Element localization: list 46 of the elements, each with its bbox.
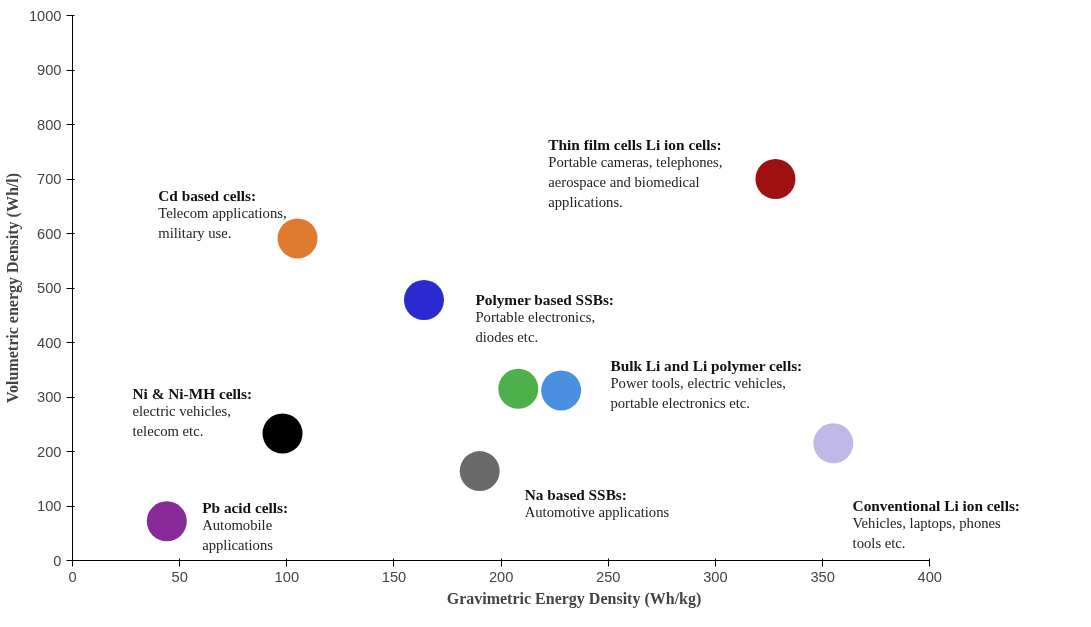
y-axis-title: Volumetric energy Density (Wh/l): [3, 172, 22, 404]
point: [262, 413, 303, 454]
point: [146, 501, 187, 542]
x-tick-label: 200: [488, 568, 514, 585]
x-axis-title: Gravimetric Energy Density (Wh/kg): [446, 589, 702, 608]
x-tick-label: 150: [381, 568, 407, 585]
text: Polymer based SSBs:: [475, 291, 614, 309]
y-tick-label: 0: [53, 552, 62, 569]
text: Conventional Li ion cells:: [852, 496, 1020, 514]
y-tick-label: 900: [37, 62, 62, 78]
series-label: Pb acid cells:: [202, 498, 289, 516]
annotation: Vehicles, laptops, phones tools etc.: [852, 514, 1002, 551]
point: [755, 159, 796, 199]
y-tick-label: 400: [37, 334, 62, 351]
x-tick-label: 400: [917, 568, 943, 585]
series-label: Ni & Ni-MH cells:: [132, 384, 253, 402]
y-tick-label: 500: [37, 280, 62, 296]
annotation: electric vehicles, telecom etc.: [132, 402, 231, 439]
x-tick-label: 50: [171, 568, 188, 585]
text: Thin film cells Li ion cells:: [548, 136, 722, 154]
point: [813, 423, 854, 464]
text: Bulk Li and Li polymer cells:: [610, 356, 803, 374]
annotation: Portable electronics, diodes etc.: [475, 309, 596, 346]
y-tick-label: 300: [37, 389, 62, 405]
y-tick-label: 100: [37, 498, 62, 514]
annotation: Power tools, electric vehicles, portable electronics etc.: [610, 374, 786, 411]
x-tick-label: 250: [596, 568, 621, 585]
series-label: Na based SSBs:: [524, 485, 627, 503]
point: [403, 280, 444, 320]
y-tick-label: 600: [37, 225, 62, 242]
x-tick-label: 350: [810, 568, 835, 585]
annotation: Automotive applications: [524, 503, 670, 520]
annotation: Portable cameras, telephones, aerospace and biomedical applications.: [548, 154, 723, 211]
x-tick-label: 0: [68, 568, 77, 585]
x-tick-label: 300: [703, 568, 728, 585]
annotation: Automobile applications: [202, 516, 274, 553]
x-tick-label: 100: [274, 568, 300, 585]
annotation: Telecom applications, military use.: [158, 205, 287, 242]
y-tick-label: 1000: [28, 7, 62, 24]
text: Cd based cells:: [158, 187, 257, 205]
point: [459, 451, 500, 492]
y-tick-label: 700: [37, 171, 62, 187]
y-tick-label: 800: [37, 116, 62, 133]
point: [498, 368, 539, 409]
y-tick-label: 200: [37, 443, 62, 460]
point: [541, 370, 582, 411]
